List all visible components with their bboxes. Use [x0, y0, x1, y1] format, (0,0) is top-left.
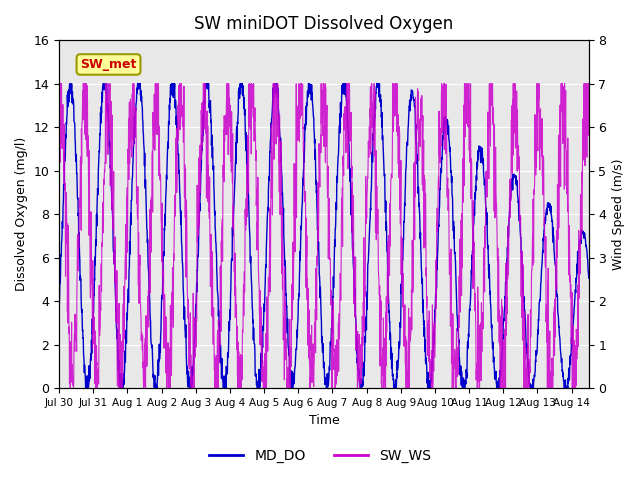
Y-axis label: Dissolved Oxygen (mg/l): Dissolved Oxygen (mg/l)	[15, 137, 28, 291]
X-axis label: Time: Time	[308, 414, 339, 427]
Legend: MD_DO, SW_WS: MD_DO, SW_WS	[203, 443, 437, 468]
Y-axis label: Wind Speed (m/s): Wind Speed (m/s)	[612, 158, 625, 270]
Title: SW miniDOT Dissolved Oxygen: SW miniDOT Dissolved Oxygen	[195, 15, 454, 33]
Text: SW_met: SW_met	[81, 58, 137, 71]
